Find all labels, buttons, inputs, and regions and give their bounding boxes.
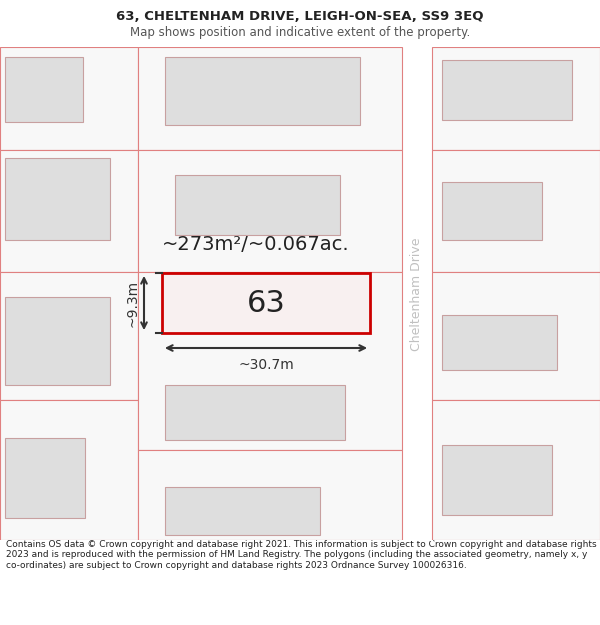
Text: ~273m²/~0.067ac.: ~273m²/~0.067ac. bbox=[162, 236, 350, 254]
Bar bbox=[175, 175, 340, 235]
Bar bbox=[138, 150, 402, 272]
Bar bbox=[432, 272, 600, 400]
Bar bbox=[0, 272, 138, 400]
Bar bbox=[5, 158, 110, 240]
Bar bbox=[442, 445, 552, 515]
Text: 63: 63 bbox=[247, 289, 286, 318]
Bar bbox=[138, 450, 402, 540]
Text: Cheltenham Drive: Cheltenham Drive bbox=[410, 238, 424, 351]
Bar bbox=[138, 47, 402, 150]
Text: ~30.7m: ~30.7m bbox=[238, 358, 294, 372]
Bar bbox=[432, 150, 600, 272]
Bar bbox=[5, 297, 110, 385]
Bar bbox=[442, 60, 572, 120]
Text: ~9.3m: ~9.3m bbox=[126, 279, 140, 326]
Bar bbox=[165, 57, 360, 125]
Text: Map shows position and indicative extent of the property.: Map shows position and indicative extent… bbox=[130, 26, 470, 39]
Bar bbox=[165, 385, 345, 440]
Bar bbox=[5, 57, 83, 122]
Bar bbox=[138, 272, 402, 450]
Bar bbox=[0, 400, 138, 540]
Text: Contains OS data © Crown copyright and database right 2021. This information is : Contains OS data © Crown copyright and d… bbox=[6, 540, 596, 570]
Bar bbox=[165, 487, 320, 535]
Bar bbox=[442, 315, 557, 370]
Bar bbox=[442, 182, 542, 240]
Bar bbox=[5, 438, 85, 518]
Bar bbox=[162, 273, 370, 333]
Bar bbox=[0, 47, 138, 150]
Text: 63, CHELTENHAM DRIVE, LEIGH-ON-SEA, SS9 3EQ: 63, CHELTENHAM DRIVE, LEIGH-ON-SEA, SS9 … bbox=[116, 11, 484, 23]
Bar bbox=[0, 150, 138, 272]
Bar bbox=[432, 400, 600, 540]
Bar bbox=[432, 47, 600, 150]
